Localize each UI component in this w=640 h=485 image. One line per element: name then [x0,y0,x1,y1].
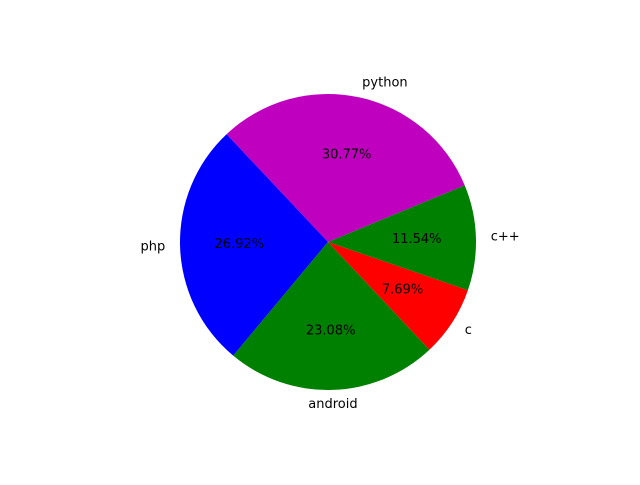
slice-percent-python: 30.77% [322,148,372,163]
pie-slice-php [179,134,328,356]
slice-label-python: python [362,75,407,90]
slice-percent-cplusplus: 11.54% [392,232,442,247]
slice-percent-php: 26.92% [214,237,264,252]
slice-label-php: php [141,239,166,254]
pie-slice-python [226,94,465,243]
slice-label-android: android [308,397,357,412]
pie-slice-c [328,242,468,350]
pie-slice-android [233,242,430,390]
pie-slice-cplusplus [328,185,476,291]
slice-label-cplusplus: c++ [491,230,520,245]
slice-percent-c: 7.69% [382,283,423,298]
slice-percent-android: 23.08% [306,323,356,338]
slice-label-c: c [465,323,472,338]
